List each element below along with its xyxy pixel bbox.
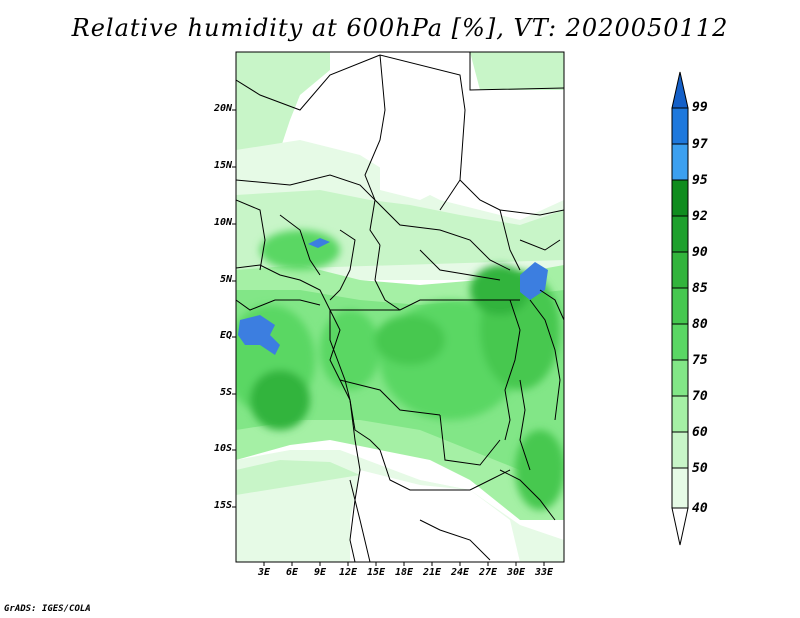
country-borders	[236, 52, 564, 562]
humidity-area-south-2	[236, 460, 360, 495]
map-title: Relative humidity at 600hPa [%], VT: 202…	[71, 14, 729, 42]
colorbar-label-92: 92	[692, 209, 708, 224]
lat-label-20n: 20N	[213, 103, 232, 114]
colorbar-label-75: 75	[692, 353, 708, 368]
colorbar-label-85: 85	[692, 281, 708, 296]
lon-label-27e: 27E	[478, 567, 498, 578]
lon-label-9e: 9E	[313, 567, 327, 578]
lat-label-15n: 15N	[213, 160, 232, 171]
coastline	[236, 264, 361, 562]
lat-ticks	[232, 109, 236, 508]
dry-area-libya	[380, 65, 470, 200]
lat-label-10s: 10S	[213, 443, 232, 454]
humidity-field	[236, 52, 564, 562]
colorbar-label-50: 50	[692, 461, 708, 476]
dry-area-egypt	[470, 90, 564, 210]
lat-label-eq: EQ	[219, 330, 232, 341]
colorbar	[671, 71, 689, 546]
lon-label-15e: 15E	[366, 567, 386, 578]
lat-label-5n: 5N	[219, 274, 232, 285]
lake-patch	[308, 238, 330, 248]
colorbar-label-80: 80	[692, 317, 708, 332]
lon-label-24e: 24E	[450, 567, 470, 578]
map-frame	[235, 51, 565, 563]
grads-credit: GrADS: IGES/COLA	[4, 604, 91, 614]
lon-label-12e: 12E	[338, 567, 358, 578]
colorbar-label-40: 40	[692, 501, 708, 516]
humidity-area-ne	[470, 52, 564, 90]
lat-label-15s: 15S	[213, 500, 232, 511]
colorbar-top-arrow	[671, 71, 689, 109]
lon-label-33e: 33E	[534, 567, 554, 578]
lat-label-5s: 5S	[219, 387, 232, 398]
dry-area-southern	[350, 470, 520, 562]
colorbar-label-70: 70	[692, 389, 708, 404]
lon-ticks	[263, 562, 545, 566]
lon-label-3e: 3E	[257, 567, 271, 578]
lat-label-10n: 10N	[213, 217, 232, 228]
lon-label-18e: 18E	[394, 567, 414, 578]
colorbar-label-95: 95	[692, 173, 708, 188]
colorbar-label-99: 99	[692, 100, 708, 115]
colorbar-bottom-arrow	[671, 507, 689, 546]
colorbar-label-90: 90	[692, 245, 708, 260]
lake-tanganyika-outline	[519, 379, 531, 471]
humid-patch-gulf	[238, 315, 280, 355]
lon-label-30e: 30E	[506, 567, 526, 578]
lon-label-6e: 6E	[285, 567, 299, 578]
lon-label-21e: 21E	[422, 567, 442, 578]
colorbar-label-97: 97	[692, 137, 708, 152]
colorbar-label-60: 60	[692, 425, 708, 440]
